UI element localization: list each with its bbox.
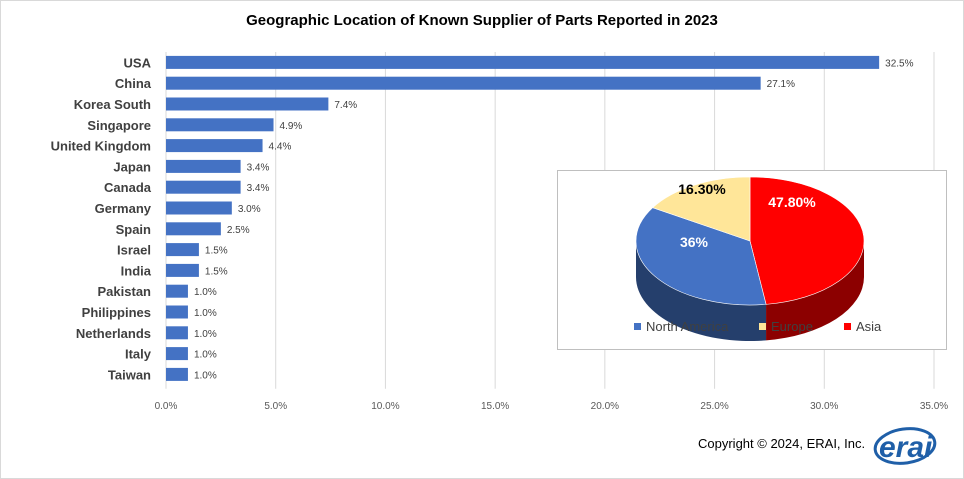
logo-text: erai [879,431,933,464]
category-label: Korea South [74,97,151,112]
x-tick-label: 5.0% [264,401,287,412]
data-label: 3.4% [247,162,270,173]
data-label: 1.5% [205,246,228,257]
pie-slice [635,207,767,306]
bar [166,97,329,111]
legend-swatch [759,323,766,330]
pie-sides [636,241,864,341]
data-label: 32.5% [885,58,913,69]
bar [166,263,199,277]
x-tick-label: 0.0% [155,401,178,412]
bar [166,55,880,69]
bars [166,55,880,381]
category-label: Taiwan [108,367,151,382]
bar [166,201,232,215]
data-label: 1.0% [194,287,217,298]
category-labels: USA China Korea South Singapore United Kingd… [51,55,152,382]
data-label: 1.0% [194,329,217,340]
x-tick-label: 15.0% [481,401,509,412]
bar [166,180,241,194]
legend-label: North America [646,319,729,334]
data-label: 1.5% [205,266,228,277]
data-labels: 32.5% 27.1% 7.4% 4.9% 4.4% 3.4% 3.4% 3.0% 2.5% 1.… [194,58,914,381]
data-label: 1.0% [194,350,217,361]
legend-swatch [634,323,641,330]
legend-label: Europe [771,319,813,334]
pie-data-label: 16.30% [678,181,726,197]
copyright-text: Copyright © 2024, ERAI, Inc. [698,436,866,451]
erai-logo: erai [873,427,937,465]
category-label: Japan [113,159,151,174]
bar [166,76,761,90]
data-label: 3.0% [238,204,261,215]
x-tick-label: 20.0% [591,401,619,412]
bar [166,159,241,173]
x-tick-label: 25.0% [700,401,728,412]
pie-data-label: 47.80% [768,194,816,210]
category-label: USA [124,55,152,70]
bar [166,326,188,340]
pie-slice-side [766,241,864,341]
chart-title: Geographic Location of Known Supplier of… [246,12,718,29]
pie-data-label: 36% [680,234,709,250]
pie-slices [635,176,865,306]
x-tick-label: 10.0% [371,401,399,412]
bar [166,222,221,236]
bar [166,243,199,257]
category-label: Canada [104,180,152,195]
data-label: 4.9% [280,121,303,132]
data-label: 3.4% [247,183,270,194]
category-label: Italy [125,347,152,362]
category-label: Netherlands [76,326,151,341]
bar [166,139,263,153]
data-label: 1.0% [194,370,217,381]
category-label: India [121,263,152,278]
legend-label: Asia [856,319,882,334]
category-label: Spain [116,222,151,237]
data-label: 27.1% [767,79,795,90]
legend-swatch [844,323,851,330]
bar [166,284,188,298]
data-label: 7.4% [334,100,357,111]
x-tick-label: 30.0% [810,401,838,412]
category-label: Israel [117,243,151,258]
pie-data-labels: 36% 16.30% 47.80% [678,181,816,250]
pie-slice [749,176,865,305]
category-label: United Kingdom [51,139,151,154]
pie-slice [652,176,751,242]
pie-slice-side [636,241,767,341]
category-label: Philippines [82,305,151,320]
pie-chart-box: 36% 16.30% 47.80% North America Europe Asia [557,170,947,350]
bar [166,347,188,361]
x-tick-label: 35.0% [920,401,948,412]
category-label: China [115,76,152,91]
category-label: Germany [95,201,152,216]
data-label: 4.4% [269,142,292,153]
category-label: Singapore [87,118,151,133]
bar [166,367,188,381]
data-label: 2.5% [227,225,250,236]
x-tick-labels: 0.0% 5.0% 10.0% 15.0% 20.0% 25.0% 30.0% 35.0% [155,401,949,412]
pie-legend: North America Europe Asia [634,319,882,334]
bar [166,305,188,319]
pie-chart: 36% 16.30% 47.80% North America Europe Asia [634,176,882,341]
bar [166,118,274,132]
category-label: Pakistan [98,284,152,299]
data-label: 1.0% [194,308,217,319]
